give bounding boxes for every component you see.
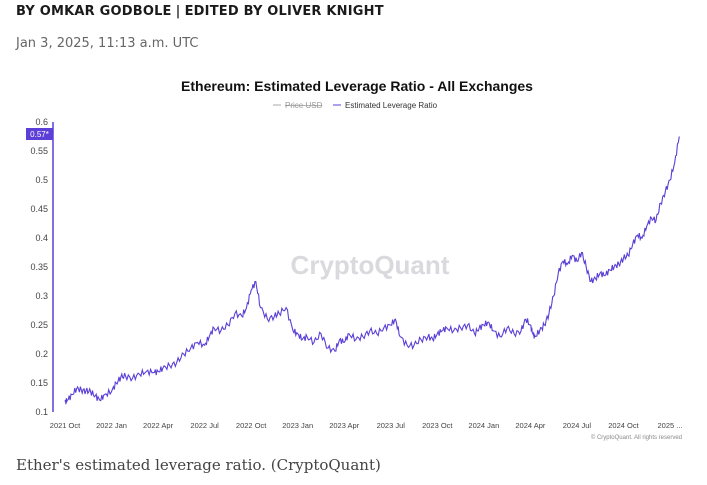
chart-credit: © CryptoQuant. All rights reserved	[591, 434, 682, 441]
watermark: CryptoQuant	[291, 250, 450, 280]
current-value-badge: 0.57*	[26, 128, 53, 140]
chart-legend: Price USD Estimated Leverage Ratio	[273, 101, 438, 110]
author-name[interactable]: BY OMKAR GODBOLE	[16, 4, 172, 19]
x-tick-label: 2024 Oct	[608, 421, 639, 430]
y-tick-label: 0.4	[35, 233, 48, 243]
y-tick-label: 0.2	[35, 349, 48, 359]
byline-separator: |	[175, 4, 181, 19]
leverage-ratio-chart: Ethereum: Estimated Leverage Ratio - All…	[26, 78, 683, 441]
x-tick-label: 2023 Jul	[377, 421, 406, 430]
y-tick-label: 0.55	[30, 146, 48, 156]
x-axis: 2021 Oct 2022 Jan 2022 Apr 2022 Jul 2022 Oct…	[50, 421, 683, 430]
x-tick-label: 2021 Oct	[50, 421, 81, 430]
publish-date: Jan 3, 2025, 11:13 a.m. UTC	[16, 36, 199, 51]
current-value-label: 0.57*	[30, 130, 49, 139]
y-tick-label: 0.25	[30, 320, 48, 330]
figure-caption: Ether's estimated leverage ratio. (Crypt…	[16, 456, 381, 474]
y-axis: 0.1 0.15 0.2 0.25 0.3 0.35 0.4 0.45 0.5 0.55 0.6	[30, 117, 48, 417]
x-tick-label: 2023 Apr	[329, 421, 360, 430]
chart-figure: Ethereum: Estimated Leverage Ratio - All…	[10, 66, 696, 448]
y-tick-label: 0.35	[30, 262, 48, 272]
x-tick-label: 2024 Jan	[468, 421, 499, 430]
x-tick-label: 2022 Jul	[190, 421, 219, 430]
x-tick-label: 2024 Jul	[563, 421, 592, 430]
y-tick-label: 0.6	[35, 117, 48, 127]
x-tick-label: 2023 Jan	[282, 421, 313, 430]
current-value-badge-bg	[26, 128, 53, 140]
legend-leverage-label[interactable]: Estimated Leverage Ratio	[345, 101, 438, 110]
editor-name: EDITED BY OLIVER KNIGHT	[184, 4, 384, 19]
x-tick-label: 2025 ...	[657, 421, 682, 430]
y-tick-label: 0.3	[35, 291, 48, 301]
y-tick-label: 0.1	[35, 407, 48, 417]
x-tick-label: 2022 Oct	[236, 421, 267, 430]
legend-price-label[interactable]: Price USD	[285, 101, 323, 110]
y-tick-label: 0.45	[30, 204, 48, 214]
y-tick-label: 0.15	[30, 378, 48, 388]
x-tick-label: 2022 Jan	[96, 421, 127, 430]
x-tick-label: 2023 Oct	[422, 421, 453, 430]
x-tick-label: 2024 Apr	[515, 421, 546, 430]
x-tick-label: 2022 Apr	[143, 421, 174, 430]
byline: BY OMKAR GODBOLE | EDITED BY OLIVER KNIGHT	[16, 4, 384, 19]
y-tick-label: 0.5	[35, 175, 48, 185]
leverage-ratio-line	[64, 136, 680, 405]
chart-title: Ethereum: Estimated Leverage Ratio - All…	[181, 78, 533, 94]
